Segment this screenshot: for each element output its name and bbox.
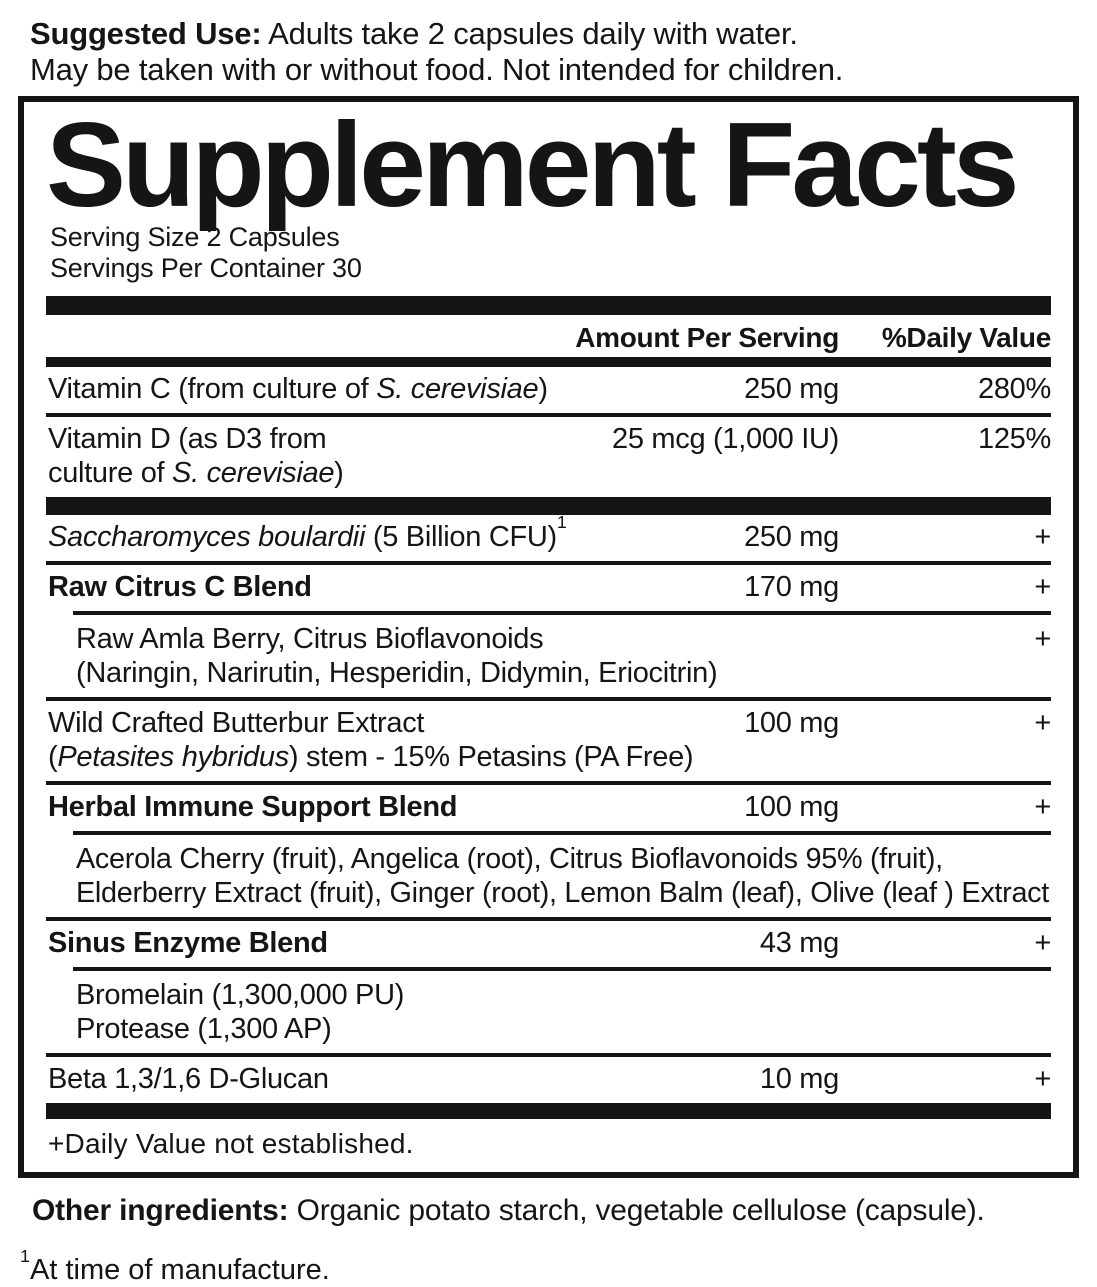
row-daily-value: 125% [978,423,1051,455]
facts-table: Vitamin C (from culture of S. cerevisiae… [46,367,1051,1103]
row-daily-value: + [1034,571,1051,603]
table-row: Herbal Immune Support Blend 100 mg + [46,781,1051,831]
suggested-use-label: Suggested Use: [30,16,262,51]
panel-title: Supplement Facts [46,98,1020,232]
row-name: Acerola Cherry (fruit), Angelica (root),… [76,843,1049,909]
table-row: Vitamin C (from culture of S. cerevisiae… [46,367,1051,413]
daily-value-footnote: +Daily Value not established. [48,1128,414,1159]
row-amount: 10 mg [759,1063,839,1095]
row-name: Beta 1,3/1,6 D-Glucan [48,1063,329,1095]
serving-size: Serving Size 2 Capsules [50,222,340,252]
row-amount: 100 mg [744,707,839,739]
row-daily-value: + [1034,791,1051,823]
row-name: Raw Amla Berry, Citrus Bioflavonoids (Na… [76,623,718,689]
column-header-row: Amount Per Serving %Daily Value [46,315,1051,357]
column-header-daily-value: %Daily Value [881,322,1051,353]
table-row: Raw Amla Berry, Citrus Bioflavonoids (Na… [46,611,1051,697]
row-daily-value: + [1034,927,1051,959]
row-amount: 250 mg [744,373,839,405]
table-row: Sinus Enzyme Blend 43 mg + [46,917,1051,967]
row-amount: 170 mg [744,571,839,603]
row-daily-value: 280% [978,373,1051,405]
row-amount: 25 mcg (1,000 IU) [612,423,839,455]
other-ingredients: Other ingredients: Organic potato starch… [32,1194,1079,1228]
row-daily-value: + [1034,1063,1051,1095]
table-row: Bromelain (1,300,000 PU) Protease (1,300… [46,967,1051,1053]
separator-bar-header [46,357,1051,367]
table-row: Raw Citrus C Blend 170 mg + [46,561,1051,611]
table-row: Acerola Cherry (fruit), Angelica (root),… [46,831,1051,917]
other-ingredients-text: Organic potato starch, vegetable cellulo… [288,1194,985,1227]
manufacture-footnote-sup: 1 [20,1246,30,1267]
suggested-use-line2: May be taken with or without food. Not i… [30,52,844,87]
servings-per-container: Servings Per Container 30 [50,253,362,283]
row-name: Sinus Enzyme Blend [48,927,328,959]
panel-content: Supplement Facts Serving Size 2 Capsules… [46,102,1051,1172]
row-daily-value: + [1034,521,1051,553]
table-row: Saccharomyces boulardii (5 Billion CFU)1… [46,512,1051,561]
manufacture-footnote-text: At time of manufacture. [30,1254,330,1286]
row-name: Vitamin D (as D3 from culture of S. cere… [48,423,344,489]
row-name: Saccharomyces boulardii (5 Billion CFU)1 [48,512,567,553]
column-header-amount: Amount Per Serving [575,322,839,353]
suggested-use: Suggested Use: Adults take 2 capsules da… [30,16,1067,88]
suggested-use-text: Adults take 2 capsules daily with water. [261,16,798,51]
other-ingredients-label: Other ingredients: [32,1194,289,1227]
row-amount: 43 mg [759,927,839,959]
row-daily-value: + [1034,707,1051,739]
row-name: Vitamin C (from culture of S. cerevisiae… [48,373,548,405]
suggested-use-line1: Suggested Use: Adults take 2 capsules da… [30,16,1067,52]
table-row: Vitamin D (as D3 from culture of S. cere… [46,413,1051,497]
row-name: Wild Crafted Butterbur Extract (Petasite… [48,707,694,773]
separator-bar-top [46,296,1051,315]
separator-bar-bottom [46,1103,1051,1119]
separator-bar [46,497,1051,515]
row-amount: 250 mg [744,521,839,553]
manufacture-footnote: 1At time of manufacture. [20,1247,1079,1287]
row-amount: 100 mg [744,791,839,823]
supplement-facts-panel: Supplement Facts Serving Size 2 Capsules… [18,96,1079,1178]
row-name: Raw Citrus C Blend [48,571,312,603]
table-row: Wild Crafted Butterbur Extract (Petasite… [46,697,1051,781]
row-name: Herbal Immune Support Blend [48,791,458,823]
table-row: Beta 1,3/1,6 D-Glucan 10 mg + [46,1053,1051,1103]
row-daily-value: + [1034,623,1051,655]
row-name: Bromelain (1,300,000 PU) Protease (1,300… [76,979,405,1045]
